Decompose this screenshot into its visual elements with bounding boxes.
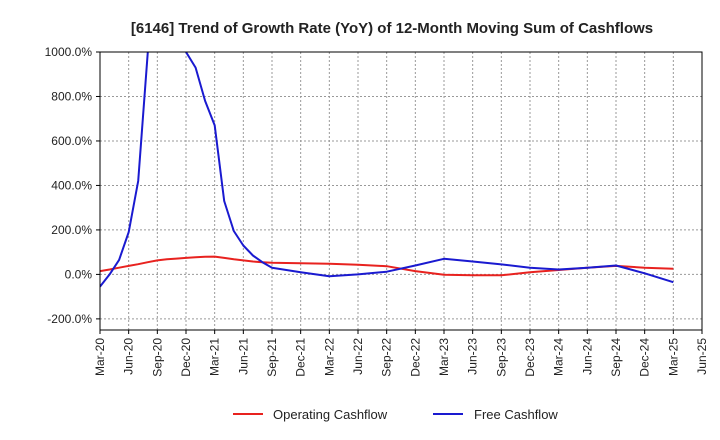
y-tick-label: 1000.0% <box>45 45 93 59</box>
series-layer <box>100 52 674 288</box>
y-axis-ticks: 1000.0% 800.0% 600.0% 400.0% 200.0% 0.0% -200.… <box>45 45 100 326</box>
x-tick-label: Mar-25 <box>666 338 680 376</box>
x-tick-label: Sep-23 <box>494 338 508 377</box>
series-line-free-cashflow <box>100 52 674 288</box>
x-tick-label: Jun-23 <box>466 338 480 375</box>
x-tick-label: Jun-20 <box>122 338 136 375</box>
x-tick-label: Sep-20 <box>150 338 164 377</box>
chart-title: [6146] Trend of Growth Rate (YoY) of 12-… <box>131 20 653 37</box>
x-tick-label: Sep-24 <box>609 338 623 377</box>
x-tick-label: Mar-23 <box>437 338 451 376</box>
x-tick-label: Jun-24 <box>580 338 594 375</box>
x-tick-label: Jun-21 <box>236 338 250 375</box>
x-tick-label: Jun-25 <box>695 338 709 375</box>
x-tick-label: Mar-21 <box>208 338 222 376</box>
y-tick-label: 600.0% <box>51 134 92 148</box>
x-tick-label: Jun-22 <box>351 338 365 375</box>
x-tick-label: Dec-23 <box>523 338 537 377</box>
y-tick-label: 800.0% <box>51 89 92 103</box>
x-tick-label: Dec-21 <box>294 338 308 377</box>
x-tick-label: Dec-20 <box>179 338 193 377</box>
x-tick-label: Dec-24 <box>638 338 652 377</box>
x-tick-label: Dec-22 <box>408 338 422 377</box>
plot-frame <box>99 51 703 331</box>
legend: Operating Cashflow Free Cashflow <box>233 407 558 422</box>
y-tick-label: 400.0% <box>51 178 92 192</box>
x-tick-label: Mar-24 <box>552 338 566 376</box>
y-tick-label: 0.0% <box>65 267 93 281</box>
grid-layer <box>99 51 703 330</box>
y-tick-label: 200.0% <box>51 223 92 237</box>
legend-label-operating-cashflow: Operating Cashflow <box>273 407 388 422</box>
x-tick-label: Mar-20 <box>93 338 107 376</box>
x-tick-label: Mar-22 <box>322 338 336 376</box>
x-tick-label: Sep-22 <box>380 338 394 377</box>
x-tick-label: Sep-21 <box>265 338 279 377</box>
legend-label-free-cashflow: Free Cashflow <box>474 407 558 422</box>
y-tick-label: -200.0% <box>47 312 92 326</box>
series-line-operating-cashflow <box>100 255 674 277</box>
x-axis-ticks: Mar-20 Jun-20 Sep-20 Dec-20 Mar-21 Jun-21 Sep-… <box>93 330 709 377</box>
